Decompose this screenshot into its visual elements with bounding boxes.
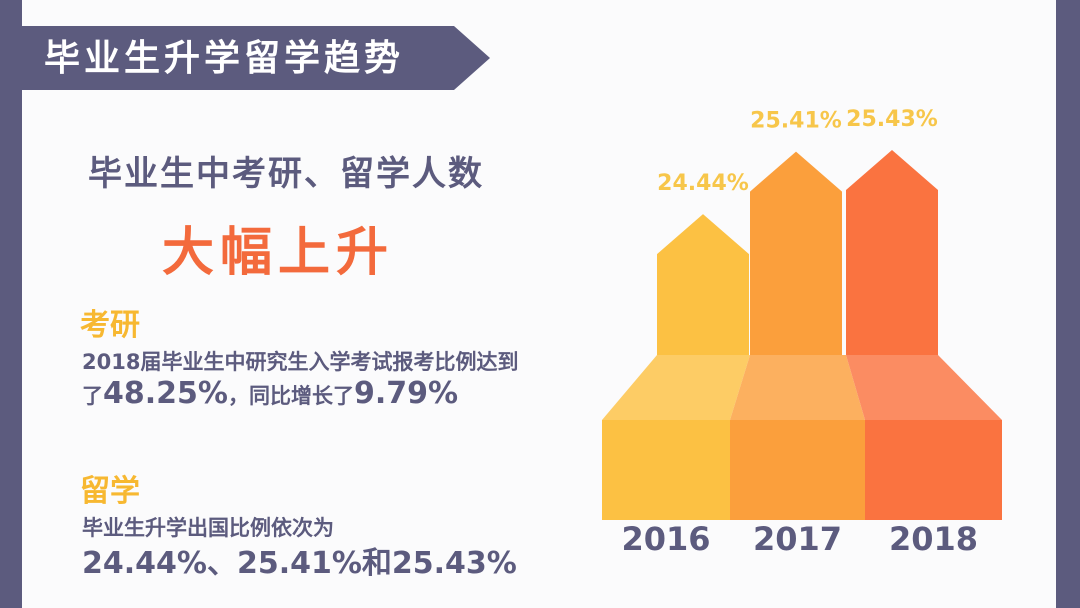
chart-arrows bbox=[657, 150, 938, 355]
category-label-2016: 2016 bbox=[621, 520, 710, 558]
arrow-bar-2017 bbox=[750, 151, 842, 355]
arrow-bar-2016 bbox=[657, 214, 749, 355]
kaoyan-title: 考研 bbox=[80, 308, 140, 343]
floor-band-2018 bbox=[846, 355, 1002, 420]
kaoyan-mid: ，同比增长了 bbox=[227, 384, 354, 408]
kaoyan-line-1: 2018届毕业生中研究生入学考试报考比例达到 bbox=[82, 350, 519, 374]
kaoyan-prefix: 了 bbox=[82, 384, 103, 408]
liuxue-line-1: 毕业生升学出国比例依次为 bbox=[82, 516, 334, 540]
kaoyan-growth: 9.79% bbox=[353, 376, 459, 411]
liuxue-line-2: 24.44%、25.41%和25.43% bbox=[82, 546, 517, 581]
title-banner bbox=[22, 26, 490, 90]
front-face-2016 bbox=[602, 420, 730, 520]
value-label-2018: 25.43% bbox=[846, 107, 938, 132]
value-label-2017: 25.41% bbox=[750, 109, 842, 134]
category-label-2017: 2017 bbox=[753, 520, 842, 558]
liuxue-title: 留学 bbox=[80, 474, 140, 509]
floor-band-2017 bbox=[730, 355, 865, 420]
floor-band-2016 bbox=[602, 355, 750, 420]
kaoyan-ratio: 48.25% bbox=[103, 376, 228, 411]
arrow-bar-2018 bbox=[846, 150, 938, 355]
chart-category-labels: 2016 2017 2018 bbox=[621, 520, 978, 558]
front-face-2018 bbox=[865, 420, 1002, 520]
page-title: 毕业生升学留学趋势 bbox=[44, 38, 405, 79]
kaoyan-line-2: 了48.25%，同比增长了9.79% bbox=[82, 376, 458, 411]
category-label-2018: 2018 bbox=[889, 520, 978, 558]
headline: 毕业生中考研、留学人数 bbox=[88, 154, 484, 194]
bar-chart: 24.44% 25.41% 25.43% 2016 2017 2018 bbox=[602, 107, 1002, 558]
value-label-2016: 24.44% bbox=[657, 171, 749, 196]
chart-base bbox=[602, 355, 1002, 520]
chart-value-labels: 24.44% 25.41% 25.43% bbox=[657, 107, 938, 196]
highlight-text: 大幅上升 bbox=[162, 223, 395, 283]
front-face-2017 bbox=[730, 420, 865, 520]
